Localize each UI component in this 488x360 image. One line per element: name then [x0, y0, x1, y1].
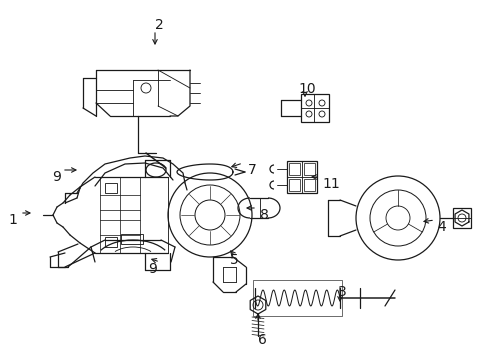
Text: 9: 9 [148, 262, 157, 276]
Bar [288, 179, 299, 191]
Bar [304, 163, 314, 175]
Text: 3: 3 [337, 285, 346, 299]
Text: 1: 1 [8, 213, 17, 227]
Bar [286, 161, 316, 193]
Bar [105, 237, 117, 247]
Bar [452, 208, 470, 228]
Text: 7: 7 [247, 163, 256, 177]
Bar [121, 234, 142, 244]
Text: 4: 4 [436, 220, 445, 234]
Text: 9: 9 [52, 170, 61, 184]
Text: 5: 5 [229, 253, 238, 267]
Text: 10: 10 [297, 82, 315, 96]
Bar [304, 179, 314, 191]
Bar [301, 94, 328, 122]
Text: 6: 6 [258, 333, 266, 347]
Text: 8: 8 [260, 208, 268, 222]
Text: 11: 11 [321, 177, 339, 191]
Bar [105, 183, 117, 193]
Bar [288, 163, 299, 175]
Text: 2: 2 [155, 18, 163, 32]
Bar [252, 280, 341, 316]
